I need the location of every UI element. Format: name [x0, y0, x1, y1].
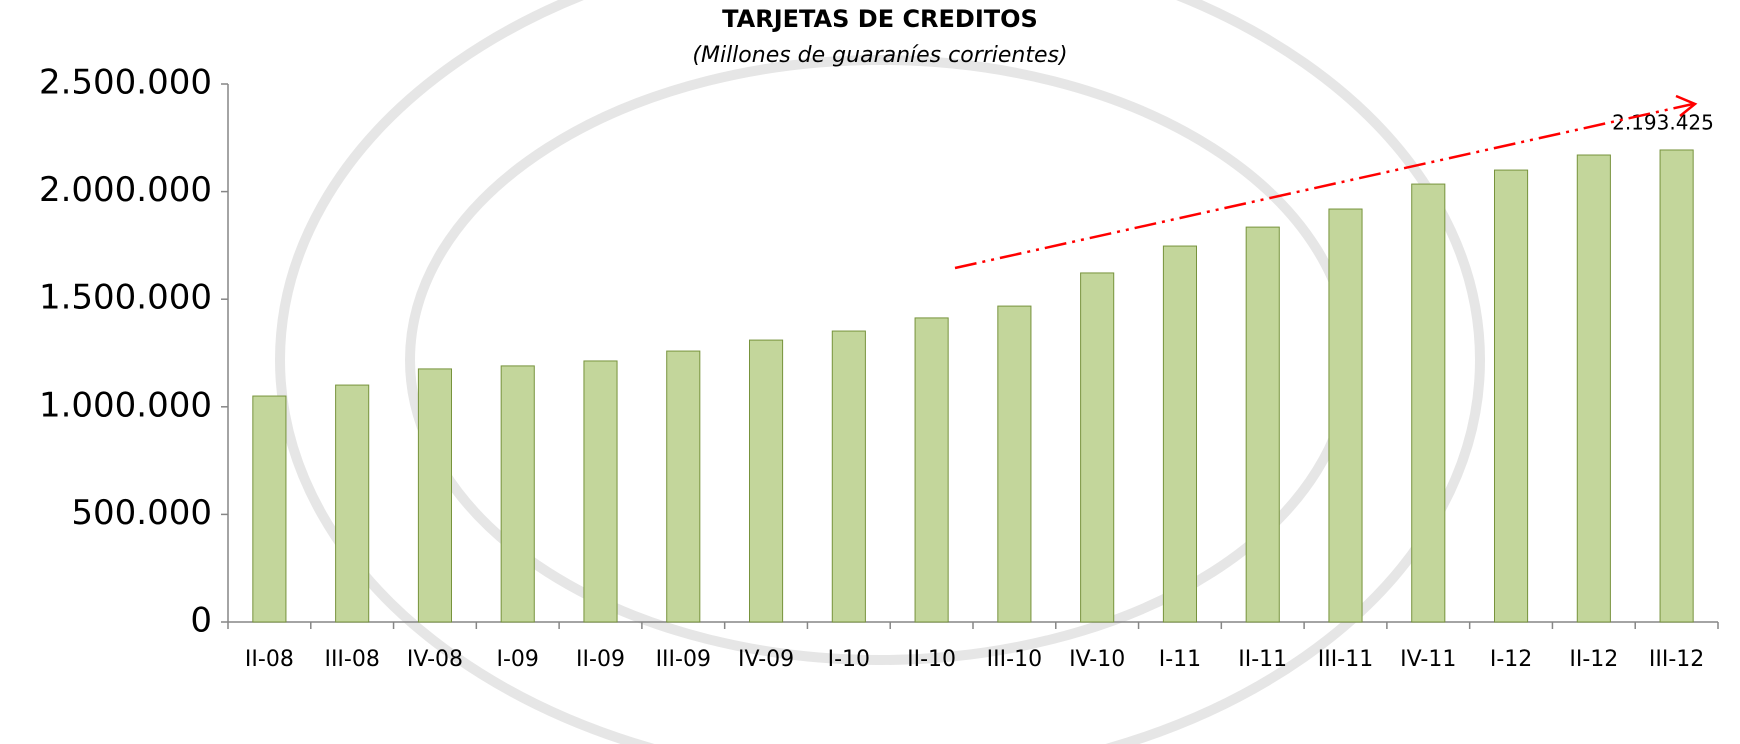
bar [1163, 246, 1196, 622]
x-tick-label: III-10 [987, 647, 1042, 672]
bar [1329, 209, 1362, 622]
x-tick-label: II-11 [1238, 647, 1287, 672]
x-tick-label: IV-08 [407, 647, 463, 672]
bar [336, 385, 369, 622]
bar [1495, 170, 1528, 622]
data-label: 2.193.425 [1612, 110, 1714, 134]
bar [1660, 150, 1693, 622]
x-tick-label: IV-10 [1069, 647, 1125, 672]
x-tick-label: IV-11 [1400, 647, 1456, 672]
bar [998, 306, 1031, 622]
y-tick-label: 500.000 [71, 493, 212, 533]
x-tick-label: III-09 [656, 647, 711, 672]
chart-title: TARJETAS DE CREDITOS [722, 5, 1038, 33]
y-tick-label: 0 [190, 601, 212, 641]
chart-subtitle: (Millones de guaraníes corrientes) [692, 43, 1067, 68]
bar [1412, 184, 1445, 622]
x-tick-label: II-12 [1569, 647, 1618, 672]
bar [1577, 155, 1610, 622]
y-tick-label: 1.000.000 [39, 385, 212, 425]
x-tick-label: I-10 [828, 647, 870, 672]
bar [584, 361, 617, 622]
x-tick-label: I-12 [1490, 647, 1532, 672]
bar [418, 369, 451, 622]
x-tick-label: I-09 [497, 647, 539, 672]
bar [750, 340, 783, 622]
x-tick-label: II-08 [245, 647, 294, 672]
bar [253, 396, 286, 622]
x-tick-label: II-10 [907, 647, 956, 672]
x-tick-label: I-11 [1159, 647, 1201, 672]
watermark [280, 0, 1480, 744]
bar [1246, 227, 1279, 622]
y-tick-label: 1.500.000 [39, 278, 212, 318]
x-tick-label: III-12 [1649, 647, 1704, 672]
y-tick-label: 2.000.000 [39, 170, 212, 210]
bar [915, 318, 948, 622]
x-tick-label: II-09 [576, 647, 625, 672]
x-tick-label: IV-09 [738, 647, 794, 672]
bar [667, 351, 700, 622]
y-tick-label: 2.500.000 [39, 63, 212, 103]
chart: TARJETAS DE CREDITOS (Millones de guaran… [0, 0, 1740, 744]
x-tick-label: III-11 [1318, 647, 1373, 672]
bar [832, 331, 865, 622]
bar [1081, 273, 1114, 622]
bar [501, 366, 534, 622]
x-tick-label: III-08 [324, 647, 379, 672]
